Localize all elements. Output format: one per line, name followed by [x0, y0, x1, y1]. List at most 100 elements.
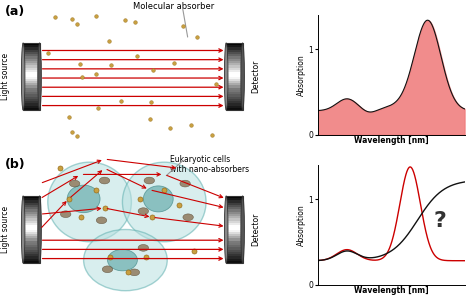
- Bar: [226, 238, 243, 241]
- Bar: [226, 97, 243, 99]
- Point: [121, 17, 129, 22]
- Ellipse shape: [67, 185, 100, 213]
- Bar: [226, 106, 243, 108]
- Bar: [23, 241, 39, 243]
- Bar: [23, 243, 39, 245]
- Bar: [23, 81, 39, 83]
- Bar: [23, 88, 39, 90]
- Bar: [226, 234, 243, 236]
- Bar: [226, 211, 243, 214]
- Bar: [226, 256, 243, 259]
- Bar: [226, 63, 243, 65]
- Bar: [226, 243, 243, 245]
- Bar: [226, 56, 243, 58]
- Bar: [23, 211, 39, 214]
- Bar: [226, 223, 243, 225]
- Bar: [23, 227, 39, 230]
- Point: [76, 62, 84, 66]
- Bar: [23, 207, 39, 209]
- Y-axis label: Absorption: Absorption: [297, 204, 306, 246]
- Bar: [226, 72, 243, 74]
- Point: [117, 98, 125, 103]
- Bar: [226, 200, 243, 203]
- Bar: [226, 79, 243, 81]
- Point: [65, 114, 73, 119]
- Bar: [226, 103, 243, 106]
- Ellipse shape: [138, 244, 148, 251]
- Bar: [226, 52, 243, 54]
- Bar: [226, 203, 243, 205]
- Ellipse shape: [38, 43, 41, 110]
- Point: [166, 126, 173, 131]
- Y-axis label: Absorption: Absorption: [297, 54, 306, 96]
- Point: [146, 116, 154, 121]
- Text: Molecular absorber: Molecular absorber: [133, 2, 214, 10]
- Point: [45, 50, 52, 55]
- Bar: [226, 205, 243, 207]
- Bar: [23, 106, 39, 108]
- Bar: [226, 92, 243, 95]
- Bar: [226, 47, 243, 50]
- Bar: [226, 241, 243, 243]
- Bar: [226, 101, 243, 103]
- Bar: [23, 252, 39, 254]
- Point: [95, 105, 102, 110]
- Point: [107, 62, 115, 67]
- Bar: [23, 200, 39, 203]
- Bar: [23, 205, 39, 207]
- Point: [193, 34, 201, 39]
- Ellipse shape: [102, 266, 113, 273]
- Bar: [23, 79, 39, 81]
- Point: [132, 20, 139, 25]
- X-axis label: Wavelength [nm]: Wavelength [nm]: [354, 286, 428, 295]
- Bar: [23, 256, 39, 259]
- Bar: [226, 250, 243, 252]
- Bar: [226, 54, 243, 56]
- Ellipse shape: [122, 162, 206, 242]
- Bar: [226, 58, 243, 61]
- Ellipse shape: [143, 186, 173, 212]
- Point: [147, 99, 155, 104]
- Text: (b): (b): [4, 158, 25, 170]
- Bar: [23, 58, 39, 61]
- Bar: [226, 247, 243, 250]
- Bar: [226, 198, 243, 200]
- Point: [68, 130, 76, 135]
- Bar: [226, 232, 243, 234]
- Bar: [23, 97, 39, 99]
- Bar: [23, 103, 39, 106]
- Bar: [23, 209, 39, 211]
- Point: [179, 23, 187, 28]
- Bar: [226, 74, 243, 76]
- Bar: [226, 209, 243, 211]
- Bar: [226, 225, 243, 227]
- Bar: [226, 216, 243, 218]
- Bar: [226, 50, 243, 52]
- Point: [137, 196, 144, 201]
- Text: Detector: Detector: [251, 213, 260, 246]
- Bar: [23, 225, 39, 227]
- Bar: [23, 76, 39, 79]
- Bar: [226, 76, 243, 79]
- Point: [100, 206, 108, 211]
- Bar: [226, 88, 243, 90]
- Ellipse shape: [96, 217, 107, 224]
- Bar: [23, 50, 39, 52]
- Point: [51, 14, 59, 19]
- Bar: [226, 236, 243, 238]
- Bar: [23, 203, 39, 205]
- Bar: [23, 247, 39, 250]
- Bar: [23, 67, 39, 70]
- Bar: [23, 43, 39, 45]
- Bar: [226, 67, 243, 70]
- Bar: [23, 74, 39, 76]
- Bar: [23, 108, 39, 110]
- Bar: [23, 259, 39, 261]
- Bar: [226, 259, 243, 261]
- Point: [209, 132, 216, 137]
- Bar: [226, 61, 243, 63]
- Text: Light source: Light source: [1, 53, 10, 100]
- Bar: [23, 214, 39, 216]
- Text: Light source: Light source: [1, 206, 10, 253]
- Point: [148, 215, 156, 220]
